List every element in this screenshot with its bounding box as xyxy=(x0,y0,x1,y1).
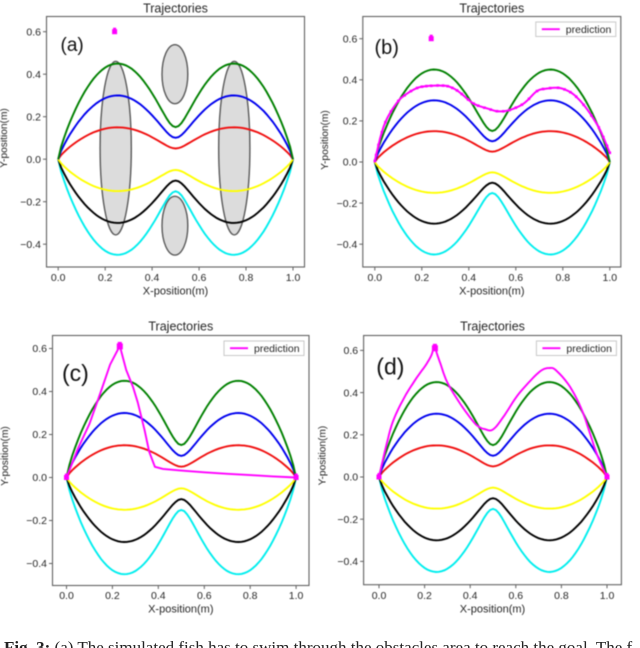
svg-text:prediction: prediction xyxy=(254,343,300,355)
svg-text:0.6: 0.6 xyxy=(508,272,523,284)
svg-text:0.4: 0.4 xyxy=(343,387,358,399)
svg-text:0.6: 0.6 xyxy=(192,272,207,284)
svg-text:Y-position(m): Y-position(m) xyxy=(0,108,10,168)
svg-text:Y-position(m): Y-position(m) xyxy=(0,426,11,486)
svg-text:0.0: 0.0 xyxy=(372,590,387,602)
svg-text:0.6: 0.6 xyxy=(343,33,358,45)
svg-text:0.4: 0.4 xyxy=(145,272,160,284)
svg-text:0.4: 0.4 xyxy=(461,272,476,284)
svg-text:0.2: 0.2 xyxy=(343,430,358,442)
svg-text:(a): (a) xyxy=(61,35,84,56)
svg-text:X-position(m): X-position(m) xyxy=(459,286,524,298)
svg-text:X-position(m): X-position(m) xyxy=(148,604,213,616)
svg-text:0.4: 0.4 xyxy=(463,590,478,602)
svg-text:Trajectories: Trajectories xyxy=(460,320,525,334)
svg-text:(d): (d) xyxy=(376,354,404,380)
svg-text:Y-position(m): Y-position(m) xyxy=(320,110,331,170)
svg-text:prediction: prediction xyxy=(566,24,612,36)
svg-text:−0.2: −0.2 xyxy=(26,515,47,527)
svg-text:0.4: 0.4 xyxy=(151,590,166,602)
svg-text:−0.2: −0.2 xyxy=(337,514,358,526)
svg-text:(c): (c) xyxy=(62,360,89,386)
svg-text:0.6: 0.6 xyxy=(343,345,358,357)
svg-text:0.6: 0.6 xyxy=(197,590,212,602)
svg-text:0.0: 0.0 xyxy=(26,154,41,166)
svg-text:Trajectories: Trajectories xyxy=(143,2,208,16)
svg-text:0.2: 0.2 xyxy=(105,590,120,602)
svg-text:Y-position(m): Y-position(m) xyxy=(318,426,329,486)
svg-text:1.0: 1.0 xyxy=(286,272,301,284)
svg-text:1.0: 1.0 xyxy=(600,590,615,602)
svg-text:0.8: 0.8 xyxy=(243,590,258,602)
svg-text:−0.4: −0.4 xyxy=(337,239,358,251)
svg-text:0.0: 0.0 xyxy=(343,157,358,169)
svg-text:−0.4: −0.4 xyxy=(20,239,41,251)
svg-text:0.0: 0.0 xyxy=(51,272,66,284)
svg-text:Trajectories: Trajectories xyxy=(148,320,213,334)
svg-text:1.0: 1.0 xyxy=(602,272,617,284)
svg-text:0.0: 0.0 xyxy=(367,272,382,284)
svg-text:0.2: 0.2 xyxy=(343,116,358,128)
svg-text:0.0: 0.0 xyxy=(59,590,74,602)
svg-text:0.0: 0.0 xyxy=(32,472,47,484)
svg-text:0.2: 0.2 xyxy=(414,272,429,284)
svg-text:Trajectories: Trajectories xyxy=(459,2,524,16)
svg-text:X-position(m): X-position(m) xyxy=(143,286,208,298)
svg-text:0.4: 0.4 xyxy=(26,69,41,81)
svg-text:0.6: 0.6 xyxy=(508,590,523,602)
svg-text:1.0: 1.0 xyxy=(289,590,304,602)
svg-text:0.6: 0.6 xyxy=(26,26,41,38)
svg-text:0.4: 0.4 xyxy=(32,386,47,398)
svg-text:(b): (b) xyxy=(375,37,399,59)
svg-text:0.4: 0.4 xyxy=(343,75,358,87)
svg-text:0.2: 0.2 xyxy=(417,590,432,602)
svg-text:0.6: 0.6 xyxy=(32,343,47,355)
svg-text:0.0: 0.0 xyxy=(343,472,358,484)
svg-text:0.8: 0.8 xyxy=(555,272,570,284)
svg-text:−0.2: −0.2 xyxy=(337,198,358,210)
svg-text:0.2: 0.2 xyxy=(32,429,47,441)
svg-text:−0.2: −0.2 xyxy=(20,196,41,208)
svg-text:X-position(m): X-position(m) xyxy=(460,604,525,616)
svg-text:0.2: 0.2 xyxy=(98,272,113,284)
svg-text:0.2: 0.2 xyxy=(26,111,41,123)
svg-text:−0.4: −0.4 xyxy=(337,556,358,568)
svg-text:0.8: 0.8 xyxy=(239,272,254,284)
svg-text:prediction: prediction xyxy=(566,343,612,355)
svg-text:0.8: 0.8 xyxy=(554,590,569,602)
svg-text:−0.4: −0.4 xyxy=(26,558,47,570)
